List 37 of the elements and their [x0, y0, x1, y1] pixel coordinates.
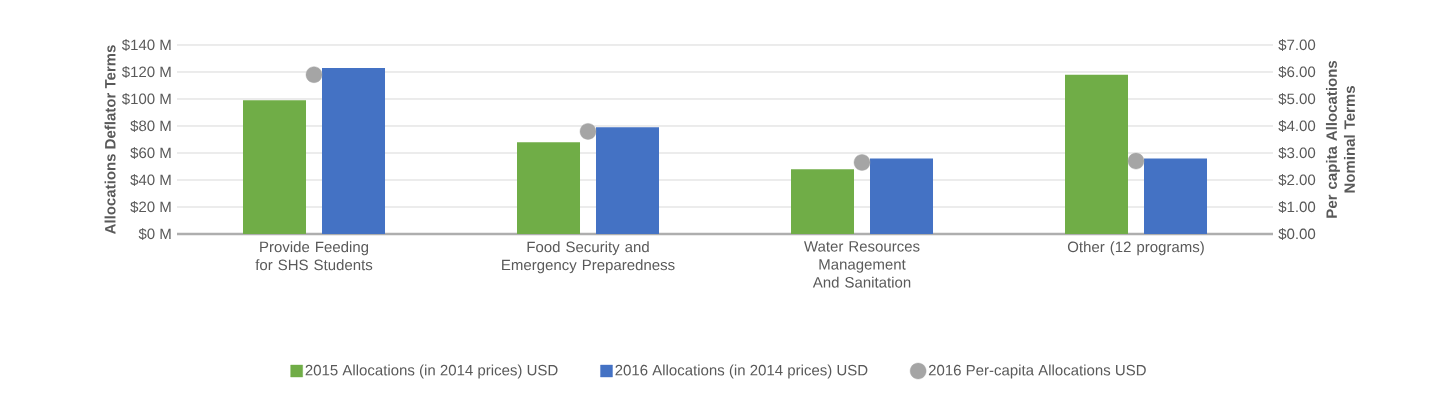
- bar: [1144, 158, 1207, 234]
- x-tick-label: Other (12 programs): [1067, 241, 1204, 256]
- y-tick-label: $140 M: [121, 38, 171, 52]
- y-tick-label: $20 M: [130, 200, 171, 214]
- legend-label: 2016 Per-capita Allocations USD: [928, 364, 1146, 379]
- y-tick-label: $60 M: [130, 146, 171, 160]
- y2-axis-title: Per capita Allocations Nominal Terms: [1325, 60, 1355, 218]
- legend-label: 2015 Allocations (in 2014 prices) USD: [305, 364, 558, 379]
- point: [305, 66, 323, 83]
- y-tick-label: $80 M: [130, 119, 171, 133]
- bar: [322, 67, 385, 234]
- bar: [870, 158, 933, 234]
- y-tick-label: $40 M: [130, 173, 171, 187]
- y2-tick-label: $0.00: [1278, 227, 1316, 241]
- point: [853, 154, 871, 171]
- y2-tick-label: $7.00: [1278, 38, 1316, 52]
- y2-tick-label: $2.00: [1278, 173, 1316, 187]
- y2-tick-label: $4.00: [1278, 119, 1316, 133]
- bar: [243, 100, 306, 234]
- y-axis-title: Allocations Deflator Terms: [104, 45, 116, 235]
- y-tick-label: $100 M: [121, 92, 171, 106]
- y2-tick-label: $6.00: [1278, 65, 1316, 79]
- x-tick-label: Provide Feeding for SHS Students: [255, 241, 373, 271]
- bar: [791, 169, 854, 234]
- y2-tick-label: $1.00: [1278, 200, 1316, 214]
- x-tick-label: Water Resources Management And Sanitation: [803, 241, 920, 288]
- y2-tick-label: $5.00: [1278, 92, 1316, 106]
- y-tick-label: $0 M: [138, 227, 171, 241]
- point: [1127, 152, 1145, 170]
- x-tick-label: Food Security and Emergency Preparedness: [502, 241, 675, 274]
- legend-label: 2016 Allocations (in 2014 prices) USD: [615, 364, 868, 379]
- y-tick-label: $120 M: [121, 65, 171, 79]
- y2-tick-label: $3.00: [1278, 146, 1316, 160]
- point: [579, 123, 597, 140]
- bar: [596, 127, 659, 234]
- bar: [1065, 74, 1128, 234]
- bar: [517, 142, 580, 234]
